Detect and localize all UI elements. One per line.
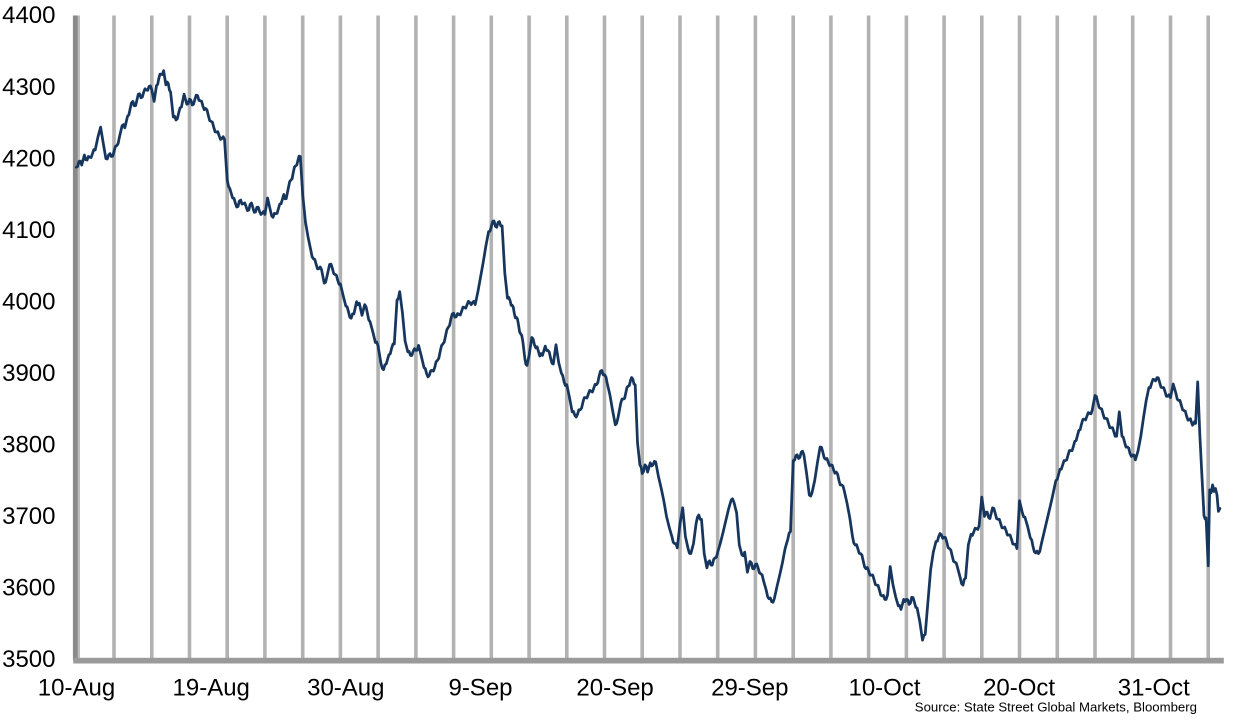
svg-text:4100: 4100	[2, 217, 55, 244]
svg-text:Source: State Street Global Ma: Source: State Street Global Markets, Blo…	[915, 700, 1197, 715]
svg-text:30-Aug: 30-Aug	[307, 675, 384, 702]
svg-text:20-Oct: 20-Oct	[983, 675, 1055, 702]
svg-text:31-Oct: 31-Oct	[1118, 675, 1190, 702]
svg-text:3900: 3900	[2, 360, 55, 387]
svg-text:3800: 3800	[2, 432, 55, 459]
svg-text:3500: 3500	[2, 646, 55, 673]
svg-text:4300: 4300	[2, 74, 55, 101]
svg-text:4000: 4000	[2, 288, 55, 315]
svg-text:3700: 3700	[2, 503, 55, 530]
svg-text:10-Oct: 10-Oct	[848, 675, 920, 702]
svg-text:9-Sep: 9-Sep	[448, 675, 512, 702]
svg-text:4400: 4400	[2, 2, 55, 29]
svg-text:4200: 4200	[2, 145, 55, 172]
svg-text:29-Sep: 29-Sep	[711, 675, 788, 702]
svg-text:10-Aug: 10-Aug	[38, 675, 115, 702]
svg-text:3600: 3600	[2, 575, 55, 602]
svg-text:20-Sep: 20-Sep	[576, 675, 653, 702]
svg-text:19-Aug: 19-Aug	[173, 675, 250, 702]
